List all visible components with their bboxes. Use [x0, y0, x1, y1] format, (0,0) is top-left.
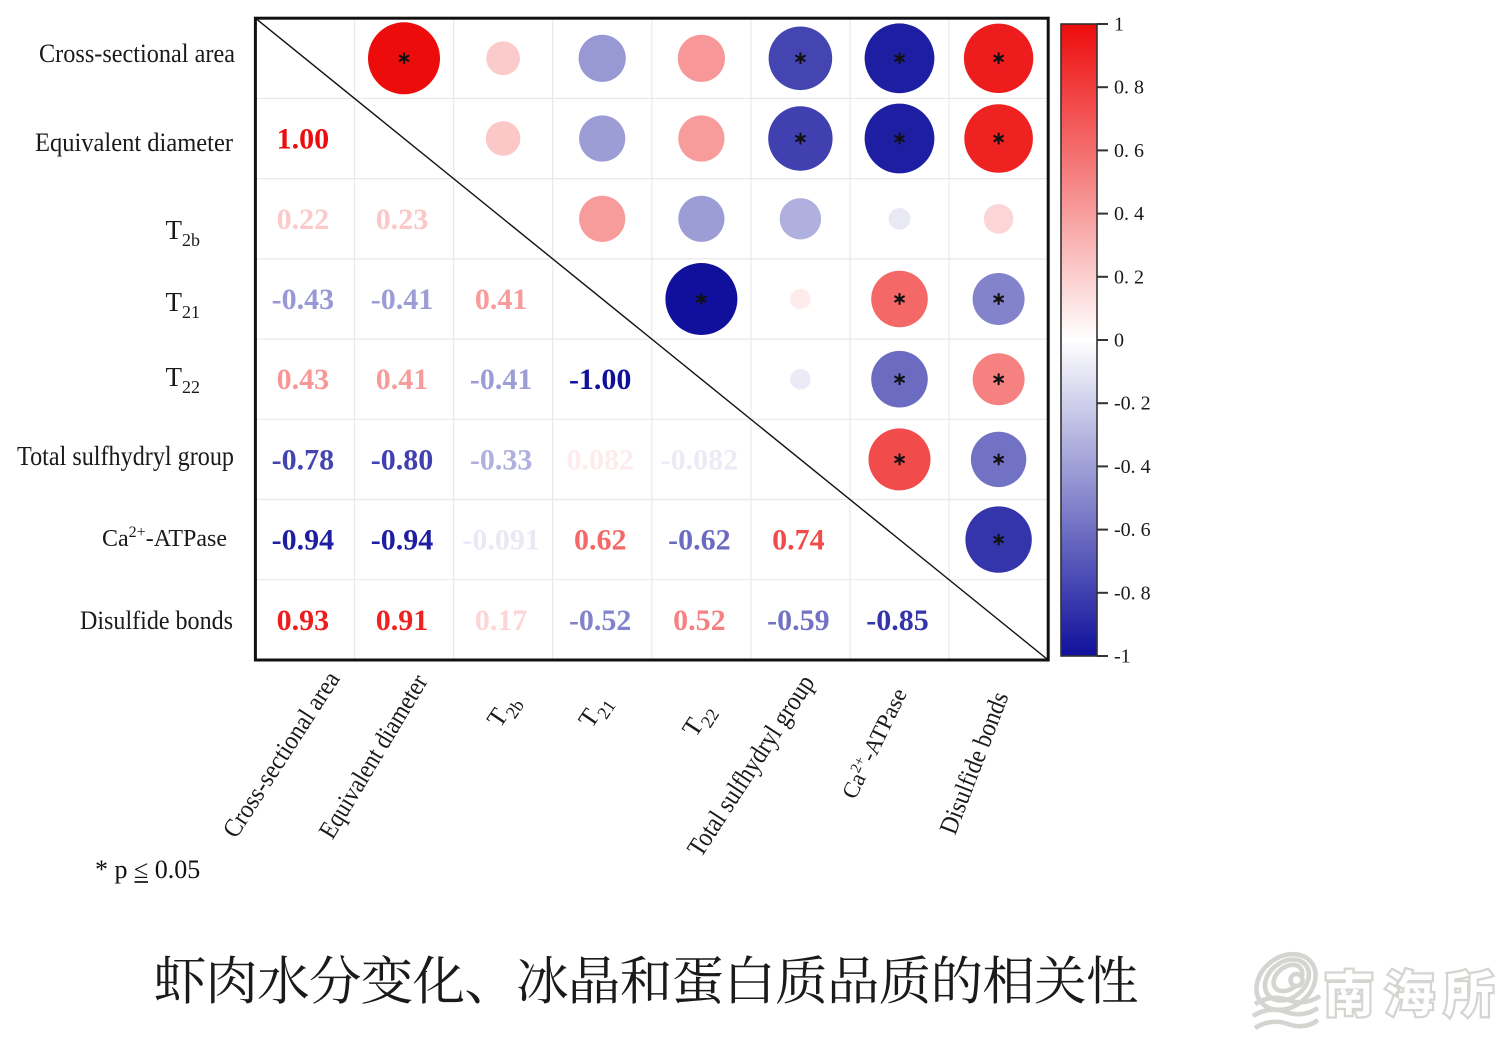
svg-text:0.082: 0.082	[566, 443, 634, 476]
svg-text:-0.43: -0.43	[272, 283, 335, 316]
svg-text:-0.41: -0.41	[371, 283, 434, 316]
svg-text:0.52: 0.52	[673, 604, 726, 637]
svg-text:Disulfide bonds: Disulfide bonds	[80, 606, 233, 635]
svg-text:0.91: 0.91	[376, 604, 429, 637]
svg-text:* p ≤ 0.05: * p ≤ 0.05	[95, 855, 200, 884]
svg-text:-1: -1	[1114, 646, 1131, 668]
svg-text:-1.00: -1.00	[569, 363, 632, 396]
svg-text:0.43: 0.43	[277, 363, 330, 396]
svg-text:-0.62: -0.62	[668, 524, 731, 557]
svg-text:-0.94: -0.94	[272, 524, 335, 557]
svg-text:Equivalent diameter: Equivalent diameter	[35, 128, 233, 157]
svg-text:T22: T22	[166, 362, 201, 397]
svg-text:-0.78: -0.78	[272, 443, 335, 476]
svg-text:0. 8: 0. 8	[1114, 77, 1144, 99]
svg-text:0.74: 0.74	[772, 524, 825, 557]
svg-text:-0.41: -0.41	[470, 363, 533, 396]
svg-text:-0.52: -0.52	[569, 604, 632, 637]
svg-text:-0. 2: -0. 2	[1114, 393, 1151, 415]
svg-text:1.00: 1.00	[277, 123, 330, 156]
svg-text:0.62: 0.62	[574, 524, 627, 557]
svg-text:-0.33: -0.33	[470, 443, 533, 476]
svg-text:-0. 6: -0. 6	[1114, 519, 1151, 541]
svg-text:-0.94: -0.94	[371, 524, 434, 557]
svg-text:-0.082: -0.082	[661, 443, 739, 476]
svg-text:-0.85: -0.85	[866, 604, 929, 637]
svg-text:-0. 4: -0. 4	[1114, 456, 1151, 478]
svg-text:0.23: 0.23	[376, 203, 429, 236]
svg-text:0.41: 0.41	[475, 283, 528, 316]
svg-text:Cross-sectional area: Cross-sectional area	[39, 39, 235, 68]
svg-text:-0. 8: -0. 8	[1114, 582, 1151, 604]
svg-text:0: 0	[1114, 330, 1124, 352]
svg-text:-0.091: -0.091	[462, 524, 540, 557]
svg-text:0. 4: 0. 4	[1114, 203, 1144, 225]
svg-text:0. 6: 0. 6	[1114, 140, 1144, 162]
svg-text:1: 1	[1114, 14, 1124, 36]
svg-text:-0.59: -0.59	[767, 604, 830, 637]
svg-text:0. 2: 0. 2	[1114, 266, 1144, 288]
svg-text:Ca2+-ATPase: Ca2+-ATPase	[102, 524, 227, 552]
svg-text:Total sulfhydryl group: Total sulfhydryl group	[17, 441, 234, 471]
svg-text:0.22: 0.22	[277, 203, 330, 236]
svg-text:0.17: 0.17	[475, 604, 528, 637]
svg-text:-0.80: -0.80	[371, 443, 434, 476]
svg-text:0.93: 0.93	[277, 604, 330, 637]
svg-text:0.41: 0.41	[376, 363, 429, 396]
